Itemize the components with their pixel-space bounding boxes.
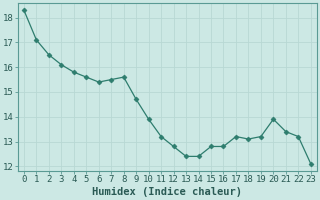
X-axis label: Humidex (Indice chaleur): Humidex (Indice chaleur) <box>92 187 242 197</box>
